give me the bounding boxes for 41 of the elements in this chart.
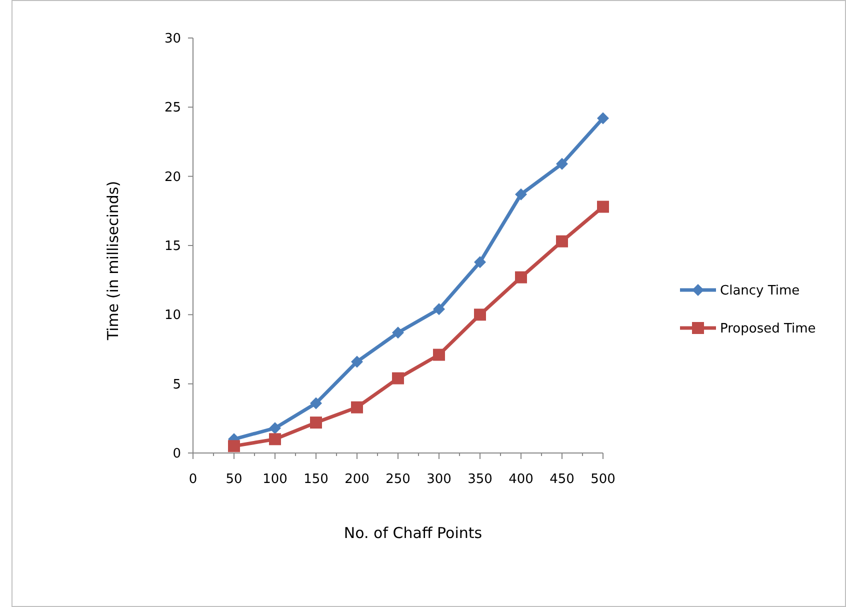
point bbox=[269, 422, 281, 434]
point bbox=[392, 326, 404, 339]
point bbox=[515, 271, 527, 284]
y-tick-label: 5 bbox=[172, 377, 181, 392]
point bbox=[597, 200, 609, 213]
x-axis-title: No. of Chaff Points bbox=[344, 524, 482, 542]
x-tick-label: 350 bbox=[468, 472, 492, 487]
point bbox=[310, 397, 322, 410]
point bbox=[228, 440, 240, 452]
legend-label: Clancy Time bbox=[720, 284, 800, 299]
y-tick-label: 20 bbox=[164, 170, 181, 185]
point bbox=[515, 188, 527, 200]
point bbox=[310, 416, 322, 429]
y-tick-label: 25 bbox=[164, 100, 181, 116]
legend-label: Proposed Time bbox=[720, 322, 816, 337]
x-tick-label: 150 bbox=[304, 472, 328, 487]
point bbox=[433, 348, 445, 361]
point bbox=[351, 356, 363, 368]
y-tick-label: 0 bbox=[172, 446, 181, 462]
point bbox=[556, 158, 568, 170]
point bbox=[433, 303, 445, 316]
point bbox=[474, 308, 486, 321]
x-tick-label: 200 bbox=[344, 472, 370, 487]
x-tick-label: 100 bbox=[262, 472, 288, 487]
x-tick-label: 50 bbox=[226, 472, 242, 487]
x-tick-label: 0 bbox=[188, 472, 198, 487]
point bbox=[474, 256, 486, 268]
y-tick-label: 30 bbox=[164, 32, 181, 47]
y-tick-label: 10 bbox=[164, 308, 181, 324]
x-tick-label: 300 bbox=[426, 472, 452, 487]
point bbox=[597, 112, 609, 124]
y-tick-label: 15 bbox=[164, 239, 181, 254]
point bbox=[351, 401, 363, 414]
point bbox=[556, 235, 568, 248]
y-axis-title: Time (in millisecinds) bbox=[104, 180, 122, 342]
x-tick-label: 400 bbox=[508, 472, 534, 487]
x-tick-label: 450 bbox=[550, 472, 574, 487]
point bbox=[392, 372, 404, 384]
point bbox=[269, 433, 281, 446]
x-tick-label: 250 bbox=[386, 472, 410, 487]
x-tick-label: 500 bbox=[590, 472, 616, 487]
